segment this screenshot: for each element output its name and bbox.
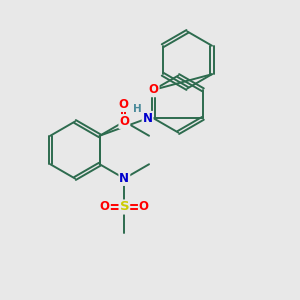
Text: N: N bbox=[119, 172, 129, 185]
Text: O: O bbox=[100, 200, 110, 214]
Text: O: O bbox=[119, 115, 129, 128]
Text: O: O bbox=[148, 83, 159, 96]
Text: O: O bbox=[139, 200, 149, 214]
Text: H: H bbox=[133, 104, 142, 114]
Text: N: N bbox=[142, 112, 153, 125]
Text: S: S bbox=[120, 200, 129, 214]
Text: O: O bbox=[118, 98, 129, 111]
